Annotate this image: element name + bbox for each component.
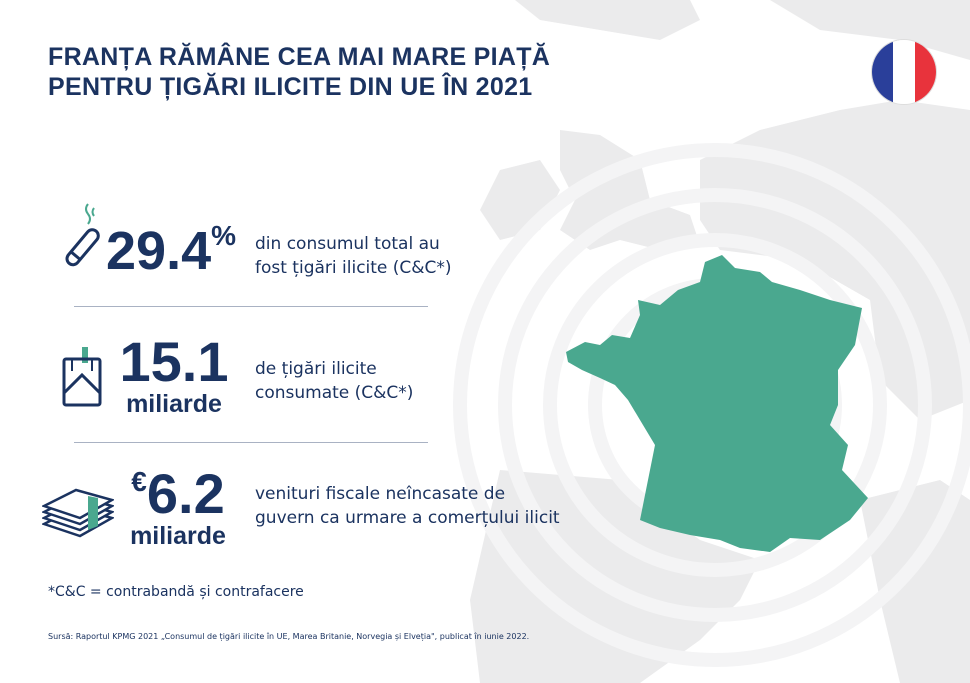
flag-blue-stripe	[872, 40, 894, 104]
france-flag-icon	[872, 40, 936, 104]
flag-white-stripe	[893, 40, 915, 104]
money-stack-icon	[42, 488, 114, 538]
desc-line: din consumul total au	[255, 234, 440, 254]
title-line-2: PENTRU ȚIGĂRI ILICITE DIN UE ÎN 2021	[48, 73, 533, 101]
desc-line: fost țigări ilicite (C&C*)	[255, 258, 452, 278]
stat-illicit-volume: 15.1 miliarde	[112, 334, 236, 417]
stat-suffix: %	[211, 220, 237, 251]
stat-lost-revenue: €6.2 miliarde	[116, 466, 240, 549]
divider	[74, 306, 428, 307]
stat-description: venituri fiscale neîncasate de guvern ca…	[255, 482, 560, 530]
flag-red-stripe	[914, 40, 936, 104]
stat-value: 6.2	[146, 462, 225, 525]
stat-illicit-share: 29.4%	[106, 220, 237, 281]
stat-value: 15.1	[119, 330, 229, 393]
stat-description: de țigări ilicite consumate (C&C*)	[255, 357, 413, 405]
page-title: FRANȚA RĂMÂNE CEA MAI MARE PIAȚĂ PENTRU …	[48, 42, 550, 102]
france-map-shape	[566, 255, 868, 552]
stat-unit: miliarde	[130, 522, 226, 550]
stat-prefix: €	[131, 466, 147, 497]
cigarette-pack-icon	[62, 347, 102, 407]
desc-line: consumate (C&C*)	[255, 383, 414, 403]
stat-value: 29.4	[106, 221, 212, 281]
desc-line: venituri fiscale neîncasate de	[255, 484, 506, 504]
desc-line: guvern ca urmare a comerțului ilicit	[255, 508, 560, 528]
divider	[74, 442, 428, 443]
stat-description: din consumul total au fost țigări ilicit…	[255, 232, 452, 280]
stat-value-wrap: €6.2	[116, 466, 240, 522]
stat-unit: miliarde	[126, 390, 222, 418]
footnote: *C&C = contrabandă și contrafacere	[48, 584, 304, 600]
desc-line: de țigări ilicite	[255, 359, 377, 379]
source-citation: Sursă: Raportul KPMG 2021 „Consumul de ț…	[48, 632, 530, 641]
title-line-1: FRANȚA RĂMÂNE CEA MAI MARE PIAȚĂ	[48, 43, 551, 71]
cigarette-icon	[65, 203, 100, 267]
